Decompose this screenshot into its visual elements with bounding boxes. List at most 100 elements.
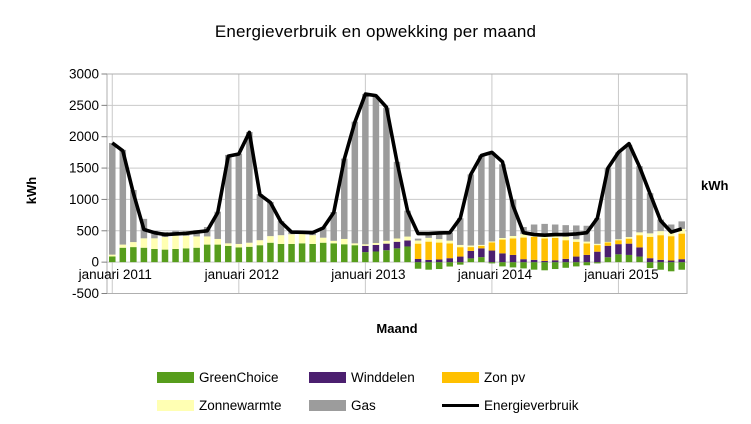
bar-segment-winddelen [667, 260, 675, 263]
bar-segment-zonnewarmte [573, 239, 580, 242]
legend-item-energieverbruik: Energieverbruik [442, 398, 579, 413]
bar-segment-zonnewarmte [509, 235, 517, 239]
bar-segment-greenchoice [604, 257, 612, 263]
bar-segment-zonnewarmte [203, 236, 211, 245]
bar-segment-gas [319, 227, 327, 238]
bar-segment-zonnewarmte [636, 232, 643, 236]
bar-segment-zonnewarmte [351, 243, 359, 246]
bar-segment-gas [109, 142, 116, 255]
bar-segment-zonnewarmte [457, 244, 464, 248]
bar-segment-zonnewarmte [267, 236, 274, 243]
bar-segment-greenchoice [161, 249, 169, 263]
bar-segment-greenchoice [646, 262, 654, 269]
bar-segment-zon-pv [646, 236, 654, 259]
bar-segment-gas [499, 164, 506, 238]
legend-label: Zon pv [484, 370, 526, 385]
bar-segment-zon-pv [594, 245, 601, 252]
bar-segment-greenchoice [119, 247, 127, 263]
bar-segment-zonnewarmte [604, 241, 612, 243]
bar-segment-gas [362, 94, 369, 245]
bar-segment-gas [151, 230, 158, 239]
bar-segment-zon-pv [509, 238, 517, 255]
bar-segment-gas [657, 219, 664, 232]
winddelen-swatch-icon [309, 372, 346, 383]
bar-segment-gas [488, 152, 496, 242]
bar-segment-winddelen [657, 259, 664, 263]
bar-segment-greenchoice [193, 247, 200, 263]
bar-segment-greenchoice [625, 254, 633, 263]
bar-segment-greenchoice [478, 257, 485, 263]
bar-segment-zon-pv [488, 242, 496, 251]
bar-segment-winddelen [383, 243, 390, 251]
bar-segment-winddelen [457, 256, 464, 263]
bar-segment-zon-pv [657, 235, 664, 260]
bar-segment-gas [667, 224, 675, 232]
bar-segment-greenchoice [414, 262, 422, 269]
y-axis-title-right: kWh [701, 178, 729, 193]
bar-segment-zonnewarmte [319, 237, 327, 243]
bar-segment-greenchoice [341, 244, 348, 263]
bar-segment-greenchoice [383, 250, 390, 263]
bar-segment-zonnewarmte [309, 235, 316, 244]
bar-segment-zon-pv [541, 238, 548, 261]
legend-item-gas: Gas [309, 398, 442, 413]
legend-label: Energieverbruik [484, 398, 579, 413]
bar-segment-gas [435, 233, 443, 240]
bar-segment-zon-pv [520, 237, 527, 260]
bar-segment-zonnewarmte [182, 235, 190, 249]
y-tick-label: 1500 [69, 161, 99, 176]
bar-segment-gas [615, 152, 622, 240]
bar-segment-winddelen [372, 244, 380, 252]
bar-segment-zonnewarmte [625, 237, 633, 239]
bar-segment-winddelen [467, 250, 475, 259]
bar-segment-gas [509, 199, 517, 236]
bar-segment-greenchoice [172, 248, 179, 263]
bar-segment-gas [267, 201, 274, 237]
bar-segment-greenchoice [203, 244, 211, 263]
bar-segment-gas [351, 121, 359, 244]
bar-segment-zonnewarmte [214, 238, 221, 245]
bar-segment-winddelen [551, 260, 559, 263]
bar-segment-zon-pv [625, 238, 633, 244]
bar-segment-greenchoice [667, 262, 675, 272]
bar-segment-winddelen [404, 240, 411, 247]
bar-segment-greenchoice [530, 262, 538, 270]
legend-item-zonnewarmte: Zonnewarmte [157, 398, 309, 413]
bar-segment-greenchoice [277, 243, 285, 263]
gas-swatch-icon [309, 400, 346, 411]
bar-segment-gas [372, 95, 380, 244]
bar-segment-zonnewarmte [425, 237, 432, 242]
plot-border [106, 73, 688, 294]
bar-segment-zonnewarmte [583, 241, 591, 244]
bar-segment-zonnewarmte [499, 237, 506, 240]
bar-segment-winddelen [520, 259, 527, 263]
bar-segment-greenchoice [541, 262, 548, 271]
bar-segment-zonnewarmte [646, 233, 654, 237]
legend-item-zon-pv: Zon pv [442, 370, 579, 385]
bar-segment-zon-pv [583, 243, 591, 255]
bar-segment-winddelen [636, 247, 643, 257]
bar-segment-gas [551, 224, 559, 234]
bar-segment-zonnewarmte [119, 244, 127, 248]
bar-segment-gas [446, 232, 453, 241]
bar-segment-zonnewarmte [615, 239, 622, 241]
bar-segment-greenchoice [488, 262, 496, 264]
x-axis-title: Maand [376, 321, 418, 336]
bar-segment-zon-pv [604, 242, 612, 246]
bar-segment-greenchoice [678, 262, 685, 270]
zonnewarmte-swatch-icon [157, 400, 194, 411]
bar-segment-zonnewarmte [193, 236, 200, 248]
bar-segment-gas [541, 223, 548, 235]
bar-segment-zon-pv [615, 240, 622, 245]
bar-segment-zon-pv [457, 247, 464, 257]
bar-segment-zon-pv [636, 235, 643, 248]
x-tick-label: januari 2015 [583, 267, 658, 282]
bar-segment-zonnewarmte [435, 239, 443, 243]
bar-segment-greenchoice [551, 262, 559, 270]
bar-segment-zonnewarmte [130, 242, 137, 248]
bar-segment-winddelen [499, 253, 506, 263]
bar-segment-zonnewarmte [657, 231, 664, 236]
x-tick-label: januari 2014 [457, 267, 533, 282]
bar-segment-zon-pv [530, 236, 538, 260]
bar-segment-greenchoice [225, 245, 232, 263]
